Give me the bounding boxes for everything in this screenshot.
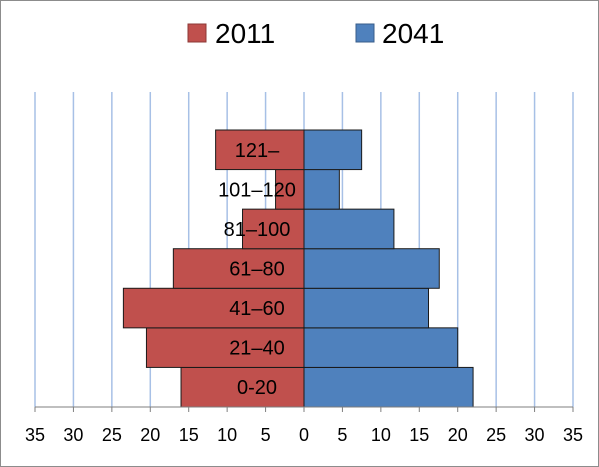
x-tick-label: 25 xyxy=(102,425,122,445)
x-tick-label: 5 xyxy=(261,425,271,445)
bars xyxy=(122,129,474,408)
legend-item-2011: 2011 xyxy=(187,18,275,49)
bar-2041-81–100 xyxy=(303,208,395,250)
x-tick-label: 10 xyxy=(371,425,391,445)
category-label: 0-20 xyxy=(237,377,277,399)
bar-2041-61–80 xyxy=(303,248,440,289)
x-tick-label: 35 xyxy=(563,425,583,445)
x-tick-label: 25 xyxy=(486,425,506,445)
category-label: 61–80 xyxy=(229,258,285,280)
bar-2041-41–60 xyxy=(303,287,430,329)
x-tick-label: 5 xyxy=(337,425,347,445)
bar-2041-121– xyxy=(303,129,363,171)
category-label: 101–120 xyxy=(218,179,296,201)
bar-2011-121– xyxy=(215,129,305,171)
x-tick-label: 30 xyxy=(525,425,545,445)
bar-2011-21–40 xyxy=(145,327,305,368)
category-label: 21–40 xyxy=(229,338,285,360)
bar-2011-81–100 xyxy=(242,208,305,250)
category-label: 41–60 xyxy=(229,298,285,320)
legend-label-2011: 2011 xyxy=(215,18,275,49)
x-tick-label: 20 xyxy=(448,425,468,445)
x-tick-label: 10 xyxy=(217,425,237,445)
legend: 2011 2041 xyxy=(187,18,444,49)
category-label: 81–100 xyxy=(224,219,291,241)
x-tick-label: 0 xyxy=(299,425,309,445)
bar-2041-0-20 xyxy=(303,366,474,408)
bar-2011-61–80 xyxy=(172,248,305,289)
x-tick-label: 15 xyxy=(409,425,429,445)
x-tick-label: 20 xyxy=(140,425,160,445)
x-tick-label: 35 xyxy=(25,425,45,445)
bar-2041-21–40 xyxy=(303,327,459,368)
category-label: 121– xyxy=(235,140,280,162)
legend-swatch-2041 xyxy=(355,23,375,43)
category-labels: 0-20 21–40 41–60 61–80 81–100 101–120 121– xyxy=(218,140,296,399)
x-tick-label: 30 xyxy=(63,425,83,445)
bar-2011-41–60 xyxy=(122,287,305,329)
bar-2041-101–120 xyxy=(303,169,340,210)
x-axis: 35 30 25 20 15 10 5 0 5 10 15 20 25 30 35 xyxy=(25,406,583,445)
legend-label-2041: 2041 xyxy=(382,18,444,49)
legend-item-2041: 2041 xyxy=(355,18,444,49)
x-tick-label: 15 xyxy=(179,425,199,445)
legend-swatch-2011 xyxy=(187,23,207,43)
